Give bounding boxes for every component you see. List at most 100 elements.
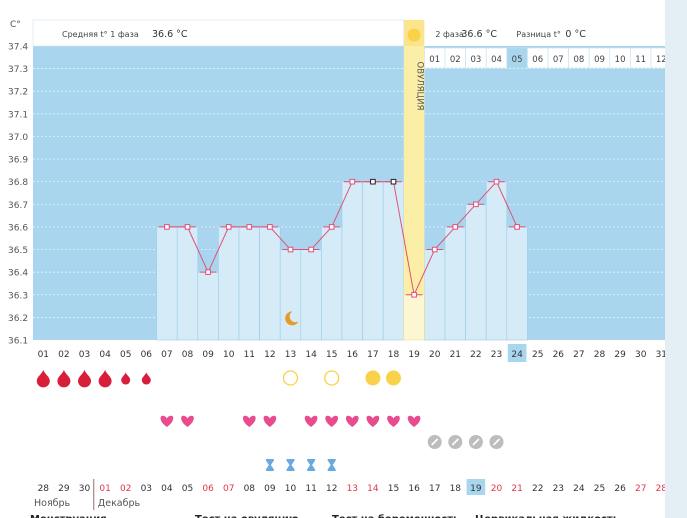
ovulation-test-positive-icon [365,370,381,386]
date-label: 23 [553,484,564,494]
heart-icon [304,415,318,427]
y-tick-label: 36.2 [8,314,28,324]
day-label: 07 [161,350,172,360]
y-tick-label: 36.5 [8,246,28,256]
cervical-fluid-icon [307,459,316,471]
phase1-label: Средняя t° 1 фаза [62,30,139,39]
day-label: 12 [264,350,275,360]
date-label: 30 [79,484,91,494]
y-tick-label: 36.7 [8,201,28,211]
y-tick-label: 36.4 [8,269,28,279]
temperature-point [267,224,273,230]
ovulation-test-empty-icon [282,370,299,386]
day-label: 31 [656,350,665,360]
date-label: 13 [347,484,358,494]
day-label: 13 [285,350,296,360]
day-label: 20 [429,350,441,360]
date-label: 06 [202,484,214,494]
date-label: 01 [99,484,110,494]
ovulation-bar [403,294,425,341]
cycle-day-label: 06 [532,55,543,65]
y-tick-label: 37.0 [8,133,28,143]
day-label: 01 [38,350,49,360]
day-label: 27 [573,350,584,360]
month-prev-label: Ноябрь [34,498,71,509]
y-tick-label: 36.3 [8,291,28,301]
day-label: 18 [388,350,400,360]
phase2-value: 36.6 °C [461,29,497,40]
ovulation-test-positive-icon [386,370,401,386]
date-label: 17 [429,484,440,494]
temperature-point [431,246,438,253]
temperature-point [452,224,459,230]
temperature-point [349,178,356,185]
heart-icon [387,415,400,427]
date-label: 16 [408,484,420,494]
temperature-bar [485,181,508,341]
day-label: 21 [450,350,461,360]
temperature-point [205,269,211,275]
date-label: 18 [450,484,462,494]
cycle-day-label: 08 [573,55,584,65]
day-label: 23 [491,350,502,360]
date-label: 09 [264,484,276,494]
cervical-fluid-icon [327,459,336,471]
heart-icon [242,415,256,427]
diff-label: Разница t° [516,30,560,39]
pregnancy-test-mark [472,438,480,446]
day-label: 14 [305,350,317,360]
date-label: 25 [594,484,605,494]
temperature-point [246,224,253,230]
cycle-day-label: 10 [615,55,626,65]
temperature-point [308,246,314,253]
pregnancy-test-mark [492,438,501,446]
date-label: 21 [511,484,522,494]
blood-drop-icon [98,369,112,388]
temperature-bar [300,249,322,341]
ovulation-label: ОВУЛЯЦИЯ [415,62,425,111]
temperature-line [166,180,518,297]
date-label: 24 [573,484,585,494]
legend-label: Тест на овуляцию [195,514,299,518]
date-label: 29 [58,484,70,494]
date-label: 22 [532,484,543,494]
blood-drop-icon [57,369,71,388]
day-label: 22 [470,350,481,360]
y-tick-label: 36.1 [8,337,28,347]
temperature-point [225,224,232,230]
day-label: 28 [594,350,606,360]
ovulation-band [403,20,425,340]
day-label: 08 [182,350,194,360]
phase2-label: 2 фаза [435,30,464,39]
date-label: 04 [161,484,173,494]
day-label: 06 [141,350,153,360]
temperature-point [493,178,500,185]
y-tick-label: 37.3 [8,65,28,75]
date-label: 26 [614,484,626,494]
temperature-bar [259,226,281,341]
date-label: 03 [141,484,152,494]
temperature-point [328,224,335,230]
date-label: 20 [491,484,503,494]
temperature-point [184,224,191,230]
temperature-bar [362,181,384,341]
temperature-bar [156,226,178,341]
day-label: 16 [347,350,359,360]
temperature-chart: ОВУЛЯЦИЯ Средняя t° 1 фаза 36.6 °C 2 фаза 3… [8,19,665,518]
date-label: 27 [635,484,646,494]
pregnancy-test-mark [451,438,459,446]
moon-icon [285,311,299,326]
date-label: 08 [244,484,256,494]
date-label: 12 [326,484,337,494]
heart-icon [407,415,421,427]
date-label: 19 [470,484,482,494]
diff-value: 0 °C [565,29,586,40]
day-label: 29 [614,350,626,360]
scrollbar-track[interactable] [665,0,687,518]
day-label: 02 [58,350,69,360]
phase1-header [32,19,405,47]
y-axis-label: C° [10,20,21,30]
heart-icon [325,415,339,427]
y-tick-label: 36.6 [8,223,28,233]
date-label: 05 [182,484,193,494]
